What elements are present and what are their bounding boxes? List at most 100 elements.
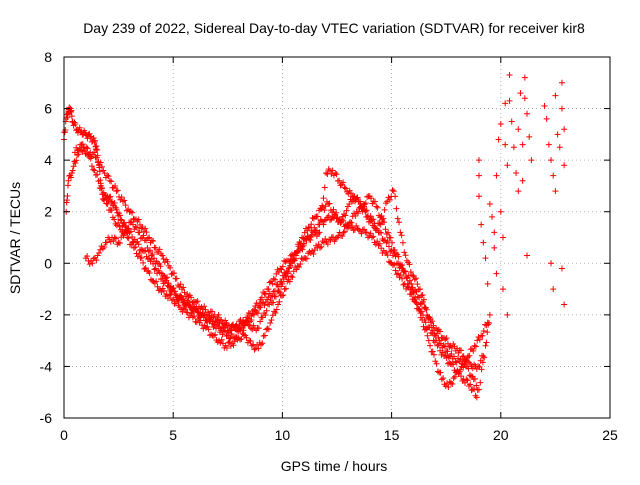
data-point-marker bbox=[371, 220, 378, 227]
data-point-marker bbox=[336, 177, 343, 184]
data-point-marker bbox=[90, 166, 97, 173]
data-point-marker bbox=[91, 149, 98, 156]
data-point-marker bbox=[450, 375, 457, 382]
data-point-marker bbox=[377, 221, 384, 228]
data-point-marker bbox=[476, 336, 483, 343]
data-point-marker bbox=[68, 107, 75, 114]
data-point-marker bbox=[372, 198, 379, 205]
data-point-marker bbox=[102, 192, 109, 199]
data-point-marker bbox=[513, 170, 520, 177]
data-point-marker bbox=[305, 224, 312, 231]
data-point-marker bbox=[285, 265, 292, 272]
data-point-marker bbox=[171, 288, 178, 295]
data-point-marker bbox=[224, 322, 231, 329]
data-point-marker bbox=[442, 383, 449, 390]
data-point-marker bbox=[263, 307, 270, 314]
data-point-marker bbox=[164, 258, 171, 265]
data-point-marker bbox=[97, 159, 104, 166]
data-point-marker bbox=[265, 326, 272, 333]
data-point-marker bbox=[338, 219, 345, 226]
data-point-marker bbox=[475, 172, 482, 179]
data-point-marker bbox=[455, 370, 462, 377]
data-point-marker bbox=[339, 213, 346, 220]
data-point-marker bbox=[416, 294, 423, 301]
data-point-marker bbox=[254, 310, 261, 317]
data-point-marker bbox=[395, 260, 402, 267]
data-point-marker bbox=[184, 290, 191, 297]
data-point-marker bbox=[397, 229, 404, 236]
data-point-marker bbox=[491, 229, 498, 236]
data-point-marker bbox=[385, 243, 392, 250]
data-point-marker bbox=[457, 366, 464, 373]
data-point-marker bbox=[177, 294, 184, 301]
data-point-marker bbox=[307, 237, 314, 244]
data-point-marker bbox=[279, 280, 286, 287]
data-point-marker bbox=[506, 72, 513, 79]
data-point-marker bbox=[154, 260, 161, 267]
data-point-marker bbox=[116, 223, 123, 230]
data-point-marker bbox=[96, 168, 103, 175]
data-point-marker bbox=[446, 344, 453, 351]
data-point-marker bbox=[445, 354, 452, 361]
data-point-marker bbox=[375, 242, 382, 249]
data-point-marker bbox=[320, 239, 327, 246]
data-point-marker bbox=[358, 205, 365, 212]
data-point-marker bbox=[558, 79, 565, 86]
data-point-marker bbox=[113, 188, 120, 195]
data-point-marker bbox=[297, 260, 304, 267]
data-point-marker bbox=[143, 229, 150, 236]
data-point-marker bbox=[399, 261, 406, 268]
data-points-layer bbox=[61, 72, 568, 401]
data-point-marker bbox=[408, 280, 415, 287]
data-point-marker bbox=[148, 252, 155, 259]
data-point-marker bbox=[139, 224, 146, 231]
data-point-marker bbox=[448, 379, 455, 386]
data-point-marker bbox=[261, 332, 268, 339]
data-point-marker bbox=[471, 342, 478, 349]
data-point-marker bbox=[294, 248, 301, 255]
data-point-marker bbox=[506, 97, 513, 104]
data-point-marker bbox=[332, 169, 339, 176]
data-point-marker bbox=[68, 169, 75, 176]
x-tick-label: 15 bbox=[384, 427, 400, 443]
data-point-marker bbox=[144, 235, 151, 242]
data-point-marker bbox=[381, 206, 388, 213]
data-point-marker bbox=[249, 308, 256, 315]
data-point-marker bbox=[451, 373, 458, 380]
x-axis-label: GPS time / hours bbox=[281, 458, 388, 474]
data-point-marker bbox=[438, 376, 445, 383]
data-point-marker bbox=[348, 219, 355, 226]
data-point-marker bbox=[127, 208, 134, 215]
data-point-marker bbox=[491, 244, 498, 251]
plot-frame bbox=[63, 56, 611, 419]
data-point-marker bbox=[552, 188, 559, 195]
data-point-marker bbox=[458, 360, 465, 367]
data-point-marker bbox=[279, 263, 286, 270]
data-point-marker bbox=[212, 331, 219, 338]
data-point-marker bbox=[321, 184, 328, 191]
data-point-marker bbox=[151, 266, 158, 273]
data-point-marker bbox=[197, 305, 204, 312]
data-point-marker bbox=[309, 248, 316, 255]
data-point-marker bbox=[94, 146, 101, 153]
data-point-marker bbox=[156, 246, 163, 253]
data-point-marker bbox=[121, 197, 128, 204]
data-point-marker bbox=[105, 173, 112, 180]
data-point-marker bbox=[170, 296, 177, 303]
data-point-marker bbox=[504, 311, 511, 318]
data-point-marker bbox=[401, 268, 408, 275]
data-point-marker bbox=[392, 253, 399, 260]
data-point-marker bbox=[357, 198, 364, 205]
data-point-marker bbox=[272, 309, 279, 316]
data-point-marker bbox=[401, 249, 408, 256]
data-point-marker bbox=[392, 193, 399, 200]
data-point-marker bbox=[440, 342, 447, 349]
data-point-marker bbox=[354, 210, 361, 217]
data-point-marker bbox=[100, 167, 107, 174]
data-point-marker bbox=[114, 241, 121, 248]
data-point-marker bbox=[552, 92, 559, 99]
data-point-marker bbox=[521, 95, 528, 102]
data-point-marker bbox=[464, 354, 471, 361]
data-point-marker bbox=[309, 231, 316, 238]
